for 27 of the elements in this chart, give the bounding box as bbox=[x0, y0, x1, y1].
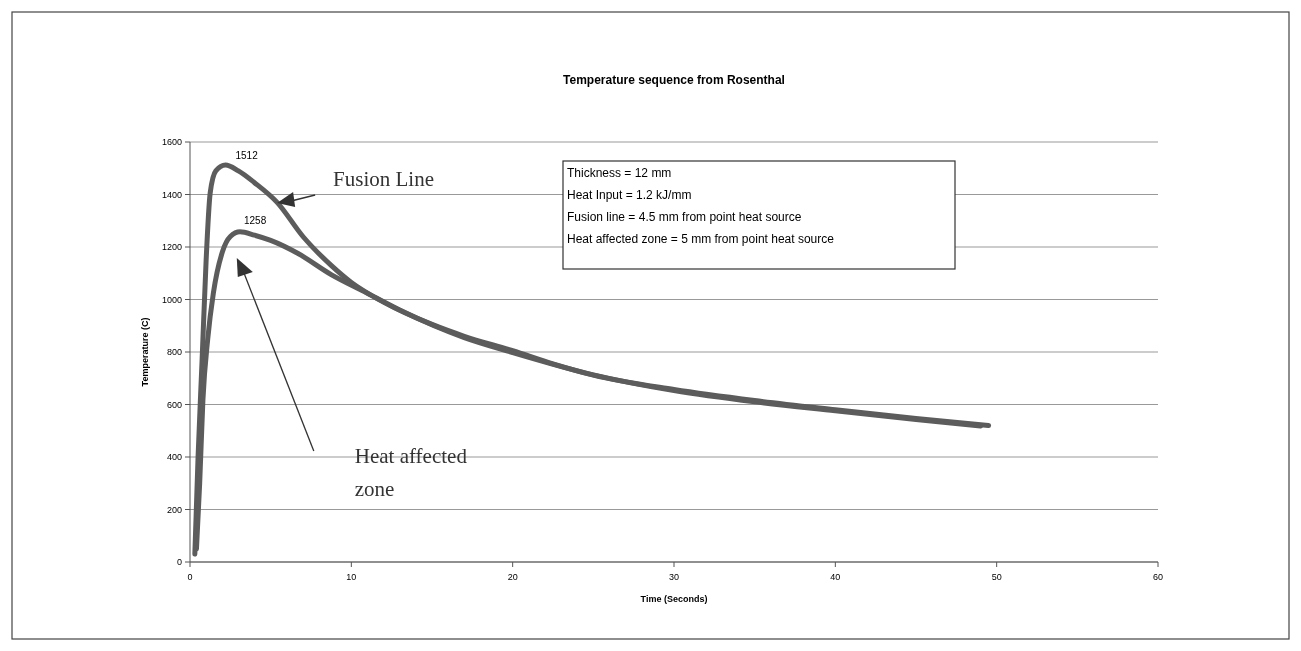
annotation: 1512 bbox=[235, 150, 259, 162]
annotation: Heat Input = 1.2 kJ/mm bbox=[567, 188, 692, 202]
y-tick-label: 200 bbox=[166, 504, 182, 515]
x-axis-title: Time (Seconds) bbox=[640, 594, 708, 604]
annotation: Fusion line = 4.5 mm from point heat source bbox=[567, 210, 802, 224]
y-tick-label: 1400 bbox=[161, 189, 182, 200]
x-tick-label: 60 bbox=[1152, 572, 1164, 582]
y-tick-label: 800 bbox=[166, 347, 182, 358]
chart-title: Temperature sequence from Rosenthal bbox=[563, 73, 785, 87]
x-tick-label: 20 bbox=[507, 572, 518, 582]
y-tick-label: 1200 bbox=[161, 242, 182, 253]
y-tick-label: 600 bbox=[166, 399, 182, 410]
y-tick-label: 0 bbox=[176, 557, 182, 568]
y-tick-label: 400 bbox=[166, 452, 182, 463]
x-tick-label: 40 bbox=[830, 572, 841, 582]
y-tick-label: 1600 bbox=[161, 137, 182, 148]
annotation: Thickness = 12 mm bbox=[567, 166, 672, 180]
x-tick-label: 10 bbox=[346, 572, 357, 582]
x-tick-label: 30 bbox=[668, 572, 680, 582]
annotation: Heat affected zone = 5 mm from point heat source bbox=[567, 232, 835, 246]
y-axis-title: Temperature (C) bbox=[140, 317, 150, 387]
annotation: 1258 bbox=[244, 214, 267, 226]
annotation: Heat affected zone bbox=[354, 444, 468, 502]
annotation: Fusion Line bbox=[333, 166, 435, 191]
x-tick-label: 0 bbox=[187, 572, 193, 582]
y-tick-label: 1000 bbox=[161, 294, 182, 305]
x-tick-label: 50 bbox=[991, 572, 1002, 582]
